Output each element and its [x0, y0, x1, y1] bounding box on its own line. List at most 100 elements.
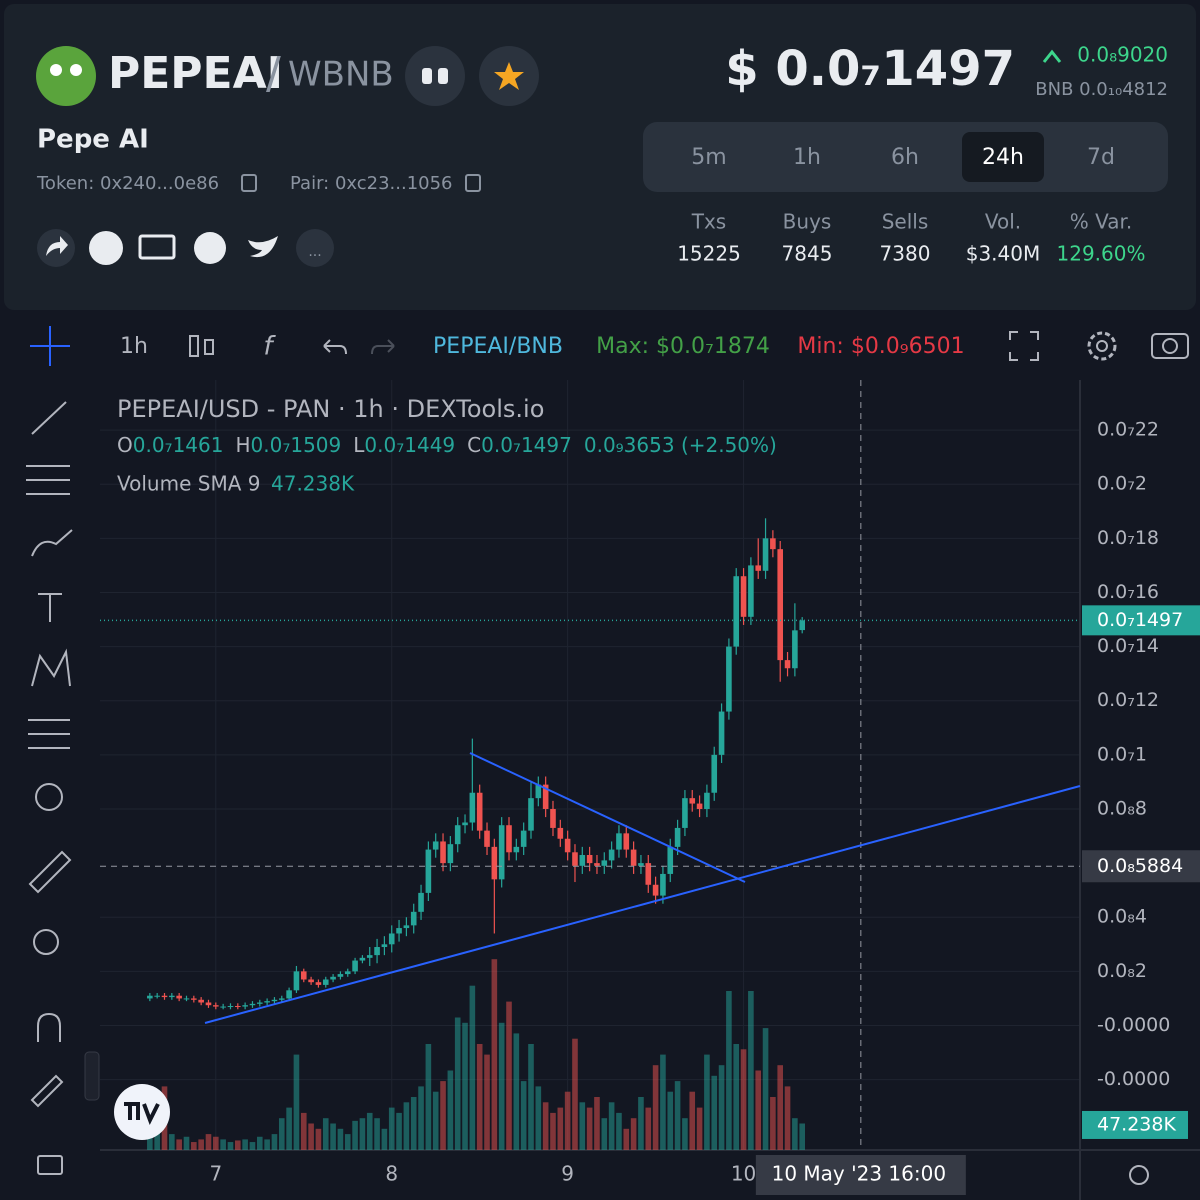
candle-body — [191, 998, 197, 1000]
candle-body — [183, 998, 190, 1000]
volume-bar — [733, 1044, 740, 1150]
settings-icon[interactable] — [1129, 1165, 1149, 1185]
undo-icon[interactable] — [323, 339, 347, 355]
emoji-tool[interactable] — [35, 783, 63, 811]
collapse-tab[interactable] — [84, 1051, 100, 1101]
ohlc-value: 0.0₇1449 — [364, 433, 455, 457]
y-tick-label: 0.0₇2 — [1097, 473, 1147, 495]
volume-bar — [564, 1091, 571, 1150]
camera-lens — [1162, 338, 1178, 354]
chart-link[interactable] — [89, 231, 123, 265]
volume-bar — [330, 1123, 336, 1150]
candles-icon[interactable] — [189, 335, 199, 357]
candle-body — [498, 825, 505, 880]
binoculars-button[interactable] — [405, 46, 465, 106]
x-tick-label: 8 — [385, 1162, 398, 1186]
ohlc-value: 0.0₇1497 — [481, 433, 572, 457]
stat-value: 7380 — [880, 242, 931, 266]
volume-bar — [638, 1097, 644, 1150]
lock-drawing-tool[interactable] — [30, 1074, 64, 1108]
candle-body — [623, 833, 630, 850]
candle-body — [726, 646, 732, 712]
brush-tool[interactable] — [31, 529, 73, 557]
candle-body — [161, 995, 168, 998]
volume-bar — [469, 985, 476, 1150]
website-icon[interactable] — [138, 234, 176, 260]
settings-icon-center — [1096, 340, 1108, 352]
camera-icon[interactable] — [1151, 333, 1189, 359]
token-avatar — [36, 46, 96, 106]
stat-value: $3.40M — [966, 242, 1041, 266]
telegram-icon[interactable] — [194, 232, 226, 264]
forecast-tool[interactable] — [28, 719, 70, 749]
candle-body — [491, 846, 498, 880]
volume-bar — [557, 1107, 564, 1150]
x-tick-label: 10 — [731, 1162, 756, 1186]
volume-sma-value: 47.238K — [271, 472, 355, 496]
volume-bar — [191, 1142, 197, 1150]
y-tick-label: 0.0₈4 — [1097, 906, 1147, 928]
more-button[interactable] — [296, 229, 334, 267]
candle-body — [293, 971, 300, 991]
pattern-tool[interactable] — [31, 648, 71, 687]
candle-body — [513, 846, 520, 853]
magnet-tool[interactable] — [37, 1012, 61, 1042]
pair-label: PEPEAI/BNB — [433, 334, 563, 359]
candle-body — [784, 660, 791, 669]
lock-tool[interactable] — [37, 1155, 63, 1175]
candle-body — [586, 854, 593, 864]
volume-bar — [462, 1022, 468, 1150]
volume-bar — [711, 1075, 718, 1150]
settings-icon[interactable] — [1087, 331, 1117, 361]
volume-bar — [213, 1136, 219, 1150]
timeframe-button[interactable]: 1h — [793, 145, 821, 170]
ruler-tool[interactable] — [28, 850, 72, 894]
volume-bar — [147, 1128, 153, 1150]
volume-bar — [337, 1128, 344, 1150]
candle-body — [748, 565, 754, 617]
redo-icon[interactable] — [371, 339, 395, 355]
copy-icon[interactable] — [241, 174, 257, 192]
candles-icon — [204, 339, 214, 355]
candle-body — [454, 825, 461, 845]
candle-body — [169, 995, 175, 998]
interval[interactable]: 1h — [120, 334, 148, 359]
volume-bar — [520, 1081, 527, 1150]
crosshair-tool[interactable] — [30, 326, 70, 366]
candle-body — [652, 884, 659, 896]
volume-bar — [740, 1049, 747, 1150]
twitter-icon[interactable] — [248, 236, 278, 258]
volume-bar — [528, 1044, 534, 1150]
stat-label: Sells — [882, 210, 929, 234]
candle-body — [594, 863, 600, 866]
y-tick-label: -0.0000 — [1097, 1014, 1170, 1036]
timeframe-button[interactable]: 24h — [982, 145, 1024, 170]
timeframe-button[interactable]: 5m — [691, 145, 726, 170]
candle-body — [564, 838, 571, 853]
up-arrow — [1042, 49, 1062, 63]
tradingview-logo[interactable] — [114, 1084, 170, 1140]
volume-bar — [286, 1107, 292, 1150]
avatar-eye — [70, 64, 82, 76]
volume-bar — [704, 1054, 710, 1150]
stats: Txs 15225 Buys 7845 Sells 7380 Vol. $3.40M % Var… — [677, 210, 1145, 266]
candle-body — [682, 798, 688, 828]
trend-line-tool[interactable] — [31, 401, 67, 435]
y-tick-label: 0.0₈2 — [1097, 960, 1147, 982]
zoom-tool[interactable] — [33, 929, 59, 955]
candle-body — [462, 822, 468, 826]
timeframe-button[interactable]: 7d — [1087, 145, 1115, 170]
candle-body — [770, 538, 776, 550]
candle-body — [300, 971, 307, 980]
volume-bar — [322, 1118, 329, 1150]
volume-bar — [718, 1065, 725, 1150]
candle-body — [616, 833, 622, 850]
text-tool[interactable] — [38, 593, 62, 622]
pair-address: Pair: 0xc23...1056 — [290, 173, 453, 194]
stat-value: 129.60% — [1057, 242, 1146, 266]
timeframe-button[interactable]: 6h — [891, 145, 919, 170]
fib-tool[interactable] — [26, 465, 70, 495]
fullscreen-icon[interactable] — [1009, 331, 1039, 361]
crosshair-price-tag — [1082, 850, 1200, 883]
copy-icon[interactable] — [465, 174, 481, 192]
